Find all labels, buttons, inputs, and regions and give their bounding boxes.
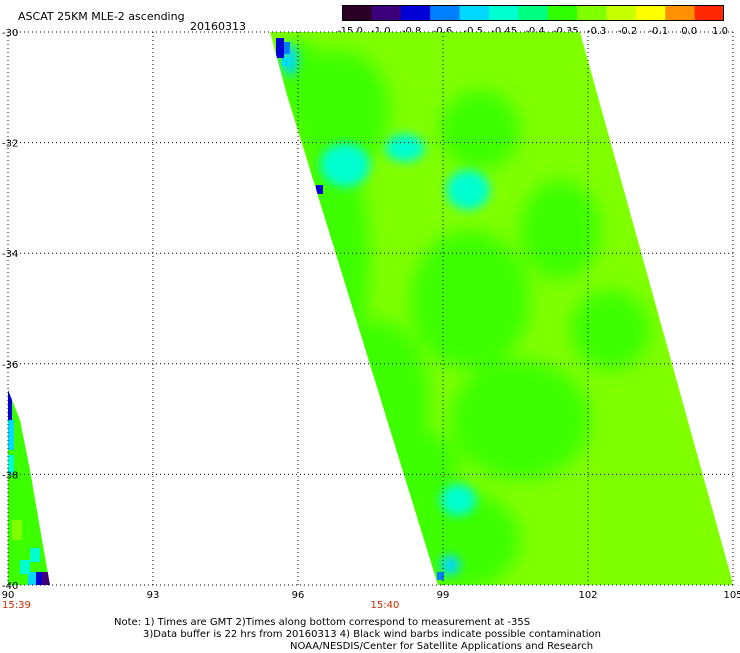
colorbar: [342, 5, 724, 21]
lon-tick-label: 105: [723, 590, 740, 601]
lon-tick-label: 102: [578, 590, 597, 601]
colorbar-segment: [547, 5, 578, 21]
colorbar-segment: [400, 5, 431, 21]
colorbar-segment: [518, 5, 549, 21]
colorbar-segment: [577, 5, 608, 21]
lon-tick-label: 90: [2, 590, 15, 601]
colorbar-segment: [694, 5, 724, 21]
time-label: 15:39: [2, 600, 31, 611]
swath-main: [270, 32, 732, 585]
colorbar-label: -0.5: [463, 26, 484, 37]
colorbar-label: -0.8: [401, 26, 422, 37]
colorbar-segment: [606, 5, 637, 21]
lon-tick-label: 99: [437, 590, 450, 601]
lat-tick-label: -36: [2, 360, 18, 371]
colorbar-label: -0.6: [432, 26, 453, 37]
colorbar-label: -0.1: [648, 26, 669, 37]
note-line-1: Note: 1) Times are GMT 2)Times along bot…: [114, 617, 531, 628]
colorbar-label: -0.35: [552, 26, 579, 37]
colorbar-segment: [459, 5, 490, 21]
colorbar-segment: [665, 5, 696, 21]
colorbar-label: -15.0: [337, 26, 363, 37]
swath-left: [8, 390, 50, 585]
lon-tick-label: 93: [147, 590, 160, 601]
lat-tick-label: -34: [2, 249, 18, 260]
lat-tick-label: -30: [2, 28, 18, 39]
map-title: ASCAT 25KM MLE-2 ascending: [18, 10, 185, 23]
colorbar-segment: [488, 5, 519, 21]
lat-tick-label: -40: [2, 581, 18, 592]
colorbar-label: -0.4: [525, 26, 545, 37]
lon-tick-label: 96: [292, 590, 305, 601]
lat-tick-label: -32: [2, 139, 18, 150]
map-plot: 90 93 96 99 102 105 -30 -32 -34 -36 -38 -40 15:39 15:…: [2, 28, 740, 611]
colorbar-label: 0.0: [681, 26, 698, 37]
map-date: 20160313: [190, 20, 246, 33]
graticule: [7, 31, 734, 586]
colorbar-label: -0.2: [617, 26, 638, 37]
time-label: 15:40: [371, 600, 400, 611]
colorbar-segment: [371, 5, 402, 21]
lat-tick-label: -38: [2, 470, 18, 481]
note-line-2: 3)Data buffer is 22 hrs from 20160313 4)…: [143, 629, 601, 640]
note-line-3: NOAA/NESDIS/Center for Satellite Applica…: [290, 641, 594, 652]
colorbar-segment: [342, 5, 372, 21]
colorbar-segment: [635, 5, 666, 21]
colorbar-segment: [430, 5, 461, 21]
axis-labels: 90 93 96 99 102 105 -30 -32 -34 -36 -38 -40 15:39 15:…: [2, 28, 740, 611]
